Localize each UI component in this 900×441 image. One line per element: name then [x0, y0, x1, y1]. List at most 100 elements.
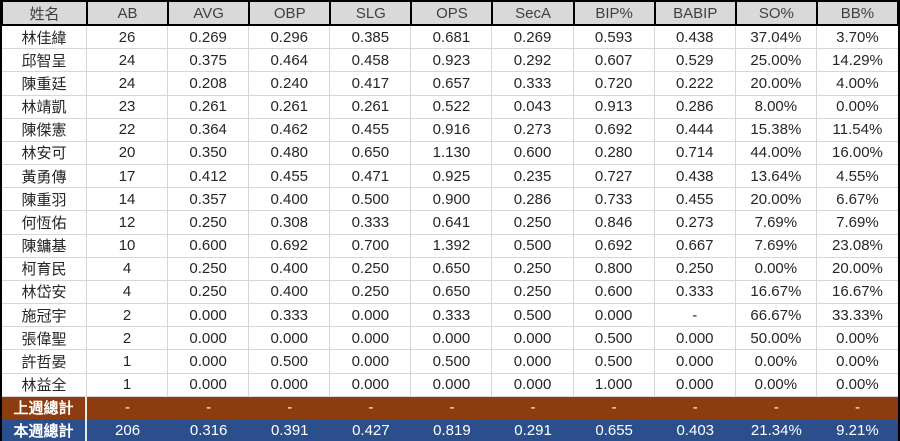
- stat-cell: 7.69%: [735, 234, 817, 258]
- column-header: OPS: [412, 2, 492, 24]
- stat-cell: 15.38%: [735, 118, 817, 142]
- stat-cell: 0.269: [492, 26, 574, 50]
- player-name-cell: 林靖凱: [2, 95, 87, 119]
- stat-cell: 0.819: [433, 421, 471, 439]
- stat-cell: 0.800: [573, 257, 655, 281]
- stat-cell: 0.846: [573, 211, 655, 235]
- stat-cell: 4: [87, 280, 169, 305]
- stat-cell: 0.412: [168, 165, 250, 189]
- stat-cell: 4: [87, 257, 169, 281]
- column-header: SLG: [331, 2, 411, 24]
- stat-cell: 0.500: [411, 350, 493, 374]
- stat-cell: -: [854, 399, 860, 417]
- stat-cell: 0.444: [654, 118, 736, 142]
- stat-cell: 0.000: [492, 350, 574, 374]
- stat-cell: 24: [87, 49, 169, 73]
- stat-cell: 206: [115, 421, 141, 439]
- stat-cell: 9.21%: [836, 421, 879, 439]
- player-name-cell: 陳重廷: [2, 72, 87, 96]
- table-row: 陳傑憲 22 0.364 0.462 0.455 0.916 0.273 0.692 0.444…: [2, 118, 898, 142]
- stat-cell: 0.438: [654, 165, 736, 189]
- stat-cell: 0.375: [168, 49, 250, 73]
- column-header: SecA: [493, 2, 573, 24]
- stat-cell: 0.00%: [735, 373, 817, 397]
- stat-cell: 0.692: [573, 118, 655, 142]
- stat-cell: 0.400: [249, 257, 331, 281]
- stat-cell: 0.240: [249, 72, 331, 96]
- stat-cell: 25.00%: [735, 49, 817, 73]
- stat-cell: 0.600: [492, 141, 574, 166]
- stat-cell: 0.316: [189, 421, 228, 439]
- stat-cell: 0.250: [654, 257, 736, 281]
- stat-cell: 3.70%: [816, 26, 898, 50]
- stat-cell: 0.650: [411, 257, 493, 281]
- stat-cell: 0.500: [492, 234, 574, 258]
- stat-cell: 23.08%: [816, 235, 898, 258]
- stat-cell: 0.286: [492, 188, 574, 212]
- player-name-cell: 陳鏞基: [2, 234, 87, 258]
- table-row: 張偉聖 2 0.000 0.000 0.000 0.000 0.000 0.500 0.000 5…: [2, 327, 898, 351]
- stat-cell: 0.00%: [816, 327, 898, 351]
- stat-cell: 0.500: [249, 350, 331, 374]
- stat-cell: 0.700: [330, 234, 412, 258]
- stat-cell: 44.00%: [735, 141, 817, 166]
- stat-cell: 0.916: [411, 118, 493, 142]
- stat-cell: 1.392: [411, 234, 493, 258]
- stat-cell: 0.00%: [816, 350, 898, 374]
- stat-cell: 0.500: [330, 188, 412, 212]
- stat-cell: 0.692: [249, 234, 331, 258]
- player-name-cell: 黃勇傳: [2, 165, 87, 189]
- column-header: AB: [88, 2, 168, 24]
- stat-cell: 0.250: [330, 257, 412, 281]
- stat-cell: 0.529: [654, 49, 736, 73]
- stat-cell: 0.403: [676, 421, 715, 439]
- stat-cell: 0.333: [492, 72, 574, 96]
- stat-cell: 13.64%: [735, 165, 817, 189]
- column-header: BABIP: [655, 2, 735, 24]
- player-name-cell: 邱智呈: [2, 49, 87, 73]
- stat-cell: 0.273: [654, 211, 736, 235]
- total-row: 本週總計 206 0.316 0.391 0.427 0.819 0.291 0.655 0.4…: [2, 418, 898, 441]
- player-name-cell: 林益全: [2, 373, 87, 397]
- stat-cell: 7.69%: [735, 211, 817, 235]
- total-label-cell: 上週總計: [2, 396, 87, 419]
- player-name-cell: 林岱安: [2, 280, 87, 305]
- column-header: OBP: [250, 2, 330, 24]
- table-row: 黃勇傳 17 0.412 0.455 0.471 0.925 0.235 0.727 0.438…: [2, 165, 898, 189]
- player-name-cell: 柯育民: [2, 257, 87, 281]
- stat-cell: 0.000: [330, 373, 412, 397]
- stat-cell: 0.464: [249, 49, 331, 73]
- stat-cell: 0.273: [492, 118, 574, 142]
- stat-cell: 0.471: [330, 165, 412, 189]
- stat-cell: 0.714: [654, 141, 736, 166]
- stat-cell: 0.500: [573, 327, 655, 351]
- stat-cell: 0.462: [249, 118, 331, 142]
- stat-cell: 0.00%: [816, 374, 898, 397]
- stat-cell: 0.000: [654, 350, 736, 374]
- stat-cell: 0.593: [573, 26, 655, 50]
- stat-cell: 0.280: [573, 141, 655, 166]
- table-row: 林靖凱 23 0.261 0.261 0.261 0.522 0.043 0.913 0.286…: [2, 95, 898, 119]
- player-name-cell: 張偉聖: [2, 327, 87, 351]
- stat-cell: 0.261: [249, 95, 331, 119]
- stat-cell: 0.000: [168, 373, 250, 397]
- stat-cell: 0.250: [168, 257, 250, 281]
- stat-cell: 1: [87, 350, 169, 374]
- stat-cell: 0.000: [411, 327, 493, 351]
- stat-cell: 0.650: [330, 141, 412, 166]
- player-name-cell: 陳傑憲: [2, 118, 87, 142]
- stat-cell: 6.67%: [816, 188, 898, 212]
- stat-cell: -: [692, 399, 698, 417]
- stat-cell: 0.000: [573, 304, 655, 328]
- column-header: AVG: [169, 2, 249, 24]
- stat-cell: 0.438: [654, 26, 736, 50]
- stat-cell: -: [449, 399, 455, 417]
- stat-cell: 0.522: [411, 95, 493, 119]
- stat-cell: 0.000: [411, 373, 493, 397]
- stat-cell: 0.600: [573, 280, 655, 305]
- column-header: 姓名: [3, 2, 86, 24]
- stat-cell: 0.000: [492, 327, 574, 351]
- stat-cell: 0.480: [249, 141, 331, 166]
- stat-cell: 22: [87, 118, 169, 142]
- table-row: 陳重羽 14 0.357 0.400 0.500 0.900 0.286 0.733 0.455…: [2, 188, 898, 212]
